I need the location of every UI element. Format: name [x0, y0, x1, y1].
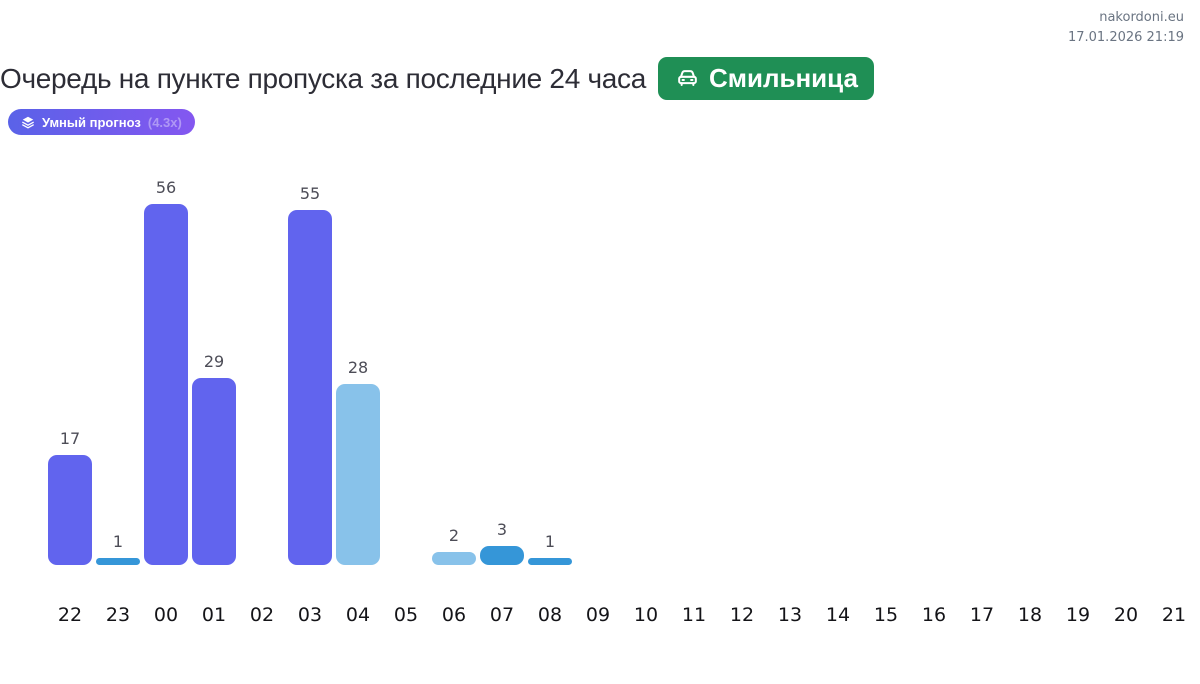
page-title: Очередь на пункте пропуска за последние …	[0, 62, 646, 94]
bar-slot: 28	[334, 150, 382, 565]
x-tick-label: 03	[297, 604, 323, 626]
header: Очередь на пункте пропуска за последние …	[0, 57, 874, 100]
bar[interactable]	[480, 546, 524, 565]
x-tick-label: 07	[489, 604, 515, 626]
bar-slot	[958, 150, 1006, 565]
checkpoint-badge[interactable]: Смильница	[657, 57, 874, 100]
bar[interactable]	[528, 558, 572, 565]
bar-slot	[1054, 150, 1102, 565]
x-tick-label: 22	[57, 604, 83, 626]
x-tick-label: 05	[393, 604, 419, 626]
layers-icon	[21, 115, 35, 129]
bar-slot: 17	[46, 150, 94, 565]
x-tick-label: 10	[633, 604, 659, 626]
x-tick-label: 00	[153, 604, 179, 626]
site-name: nakordoni.eu	[1099, 10, 1184, 25]
bar-value-label: 3	[496, 520, 508, 539]
bar-slot: 2	[430, 150, 478, 565]
x-tick-label: 11	[681, 604, 707, 626]
bar-slot: 1	[526, 150, 574, 565]
bar-value-label: 2	[448, 526, 460, 545]
forecast-label: Умный прогноз	[42, 114, 141, 130]
bar[interactable]	[144, 204, 188, 565]
site-watermark: nakordoni.eu 17.01.2026 21:19	[1068, 8, 1184, 47]
bar-value-label: 56	[155, 178, 177, 197]
bar-slot: 55	[286, 150, 334, 565]
bar-value-label: 28	[347, 358, 369, 377]
bar[interactable]	[48, 455, 92, 565]
x-tick-label: 14	[825, 604, 851, 626]
bar-value-label: 1	[544, 532, 556, 551]
forecast-multiplier: (4.3x)	[147, 114, 182, 130]
x-tick-label: 08	[537, 604, 563, 626]
x-tick-label: 17	[969, 604, 995, 626]
bar[interactable]	[432, 552, 476, 565]
x-tick-label: 21	[1161, 604, 1187, 626]
x-tick-label: 20	[1113, 604, 1139, 626]
x-tick-label: 09	[585, 604, 611, 626]
timestamp: 17.01.2026 21:19	[1067, 29, 1184, 45]
bar-slot	[718, 150, 766, 565]
bar-slot: 1	[94, 150, 142, 565]
bar-value-label: 29	[203, 352, 225, 371]
bar-slot: 56	[142, 150, 190, 565]
x-axis: 22 23 00 01 02 03 04 05 06 07 08 09 10 11 12 13 14 15 16 17…	[46, 604, 1198, 626]
bar-slot	[766, 150, 814, 565]
x-tick-label: 06	[441, 604, 467, 626]
x-tick-label: 23	[105, 604, 131, 626]
x-tick-label: 04	[345, 604, 371, 626]
bar-chart: 17 1 56 29 55 28 2 3 1	[46, 150, 1198, 565]
bar-slot: 29	[190, 150, 238, 565]
bar-slot	[238, 150, 286, 565]
bar-value-label: 17	[59, 429, 81, 448]
x-tick-label: 18	[1017, 604, 1043, 626]
checkpoint-name: Смильница	[708, 63, 858, 93]
x-tick-label: 12	[729, 604, 755, 626]
bar[interactable]	[192, 378, 236, 565]
bar-slot	[1102, 150, 1150, 565]
bar-value-label: 1	[112, 532, 124, 551]
bar-slot	[814, 150, 862, 565]
bar-slot	[622, 150, 670, 565]
car-icon	[674, 65, 701, 92]
bar-slot	[574, 150, 622, 565]
x-tick-label: 01	[201, 604, 227, 626]
x-tick-label: 19	[1065, 604, 1091, 626]
bar-slot	[1006, 150, 1054, 565]
bar-slot	[382, 150, 430, 565]
bar-value-label: 55	[299, 184, 321, 203]
bar-slot: 3	[478, 150, 526, 565]
bar-slot	[910, 150, 958, 565]
bar[interactable]	[288, 210, 332, 565]
x-tick-label: 16	[921, 604, 947, 626]
x-tick-label: 15	[873, 604, 899, 626]
bar-slot	[1150, 150, 1198, 565]
x-tick-label: 13	[777, 604, 803, 626]
smart-forecast-chip[interactable]: Умный прогноз (4.3x)	[8, 109, 195, 135]
bar-slot	[670, 150, 718, 565]
x-tick-label: 02	[249, 604, 275, 626]
bar-slot	[862, 150, 910, 565]
bar[interactable]	[96, 558, 140, 565]
bar[interactable]	[336, 384, 380, 565]
